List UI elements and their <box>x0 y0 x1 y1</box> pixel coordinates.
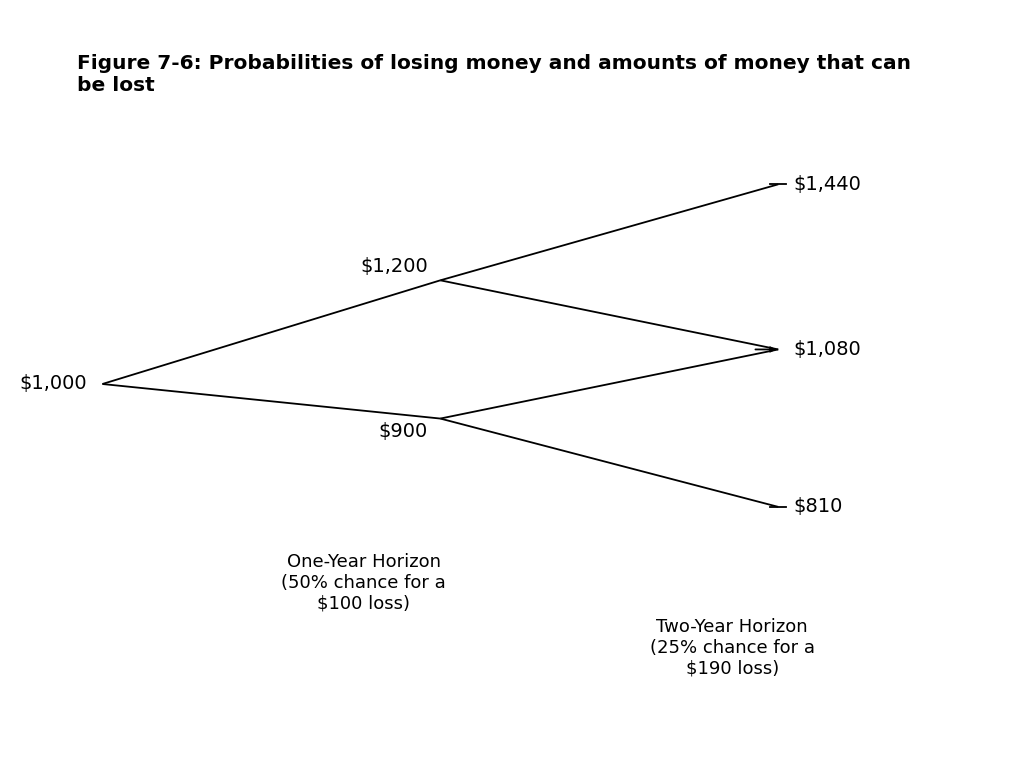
Text: One-Year Horizon
(50% chance for a
$100 loss): One-Year Horizon (50% chance for a $100 … <box>282 553 445 613</box>
Text: $1,200: $1,200 <box>360 257 428 276</box>
Text: $900: $900 <box>379 422 428 442</box>
Text: $1,000: $1,000 <box>19 375 87 393</box>
Text: $810: $810 <box>794 498 843 516</box>
Text: Figure 7-6: Probabilities of losing money and amounts of money that can
be lost: Figure 7-6: Probabilities of losing mone… <box>77 54 910 94</box>
Text: $1,440: $1,440 <box>794 175 861 194</box>
Text: Two-Year Horizon
(25% chance for a
$190 loss): Two-Year Horizon (25% chance for a $190 … <box>649 618 815 678</box>
Text: $1,080: $1,080 <box>794 340 861 359</box>
